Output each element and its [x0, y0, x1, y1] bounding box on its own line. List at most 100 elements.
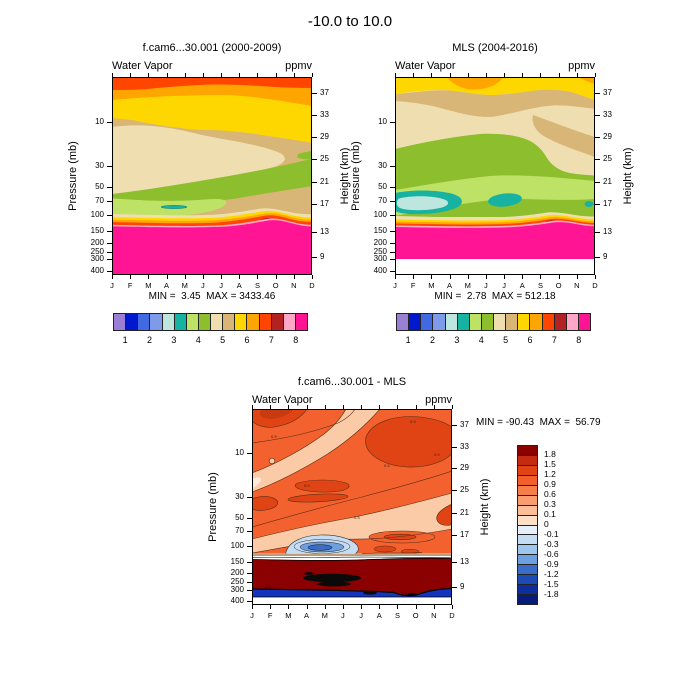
diff-colorbar-tick-label: 0: [544, 519, 549, 529]
cam-month-label: J: [110, 281, 114, 290]
colorbar-tick-label: 6: [527, 335, 533, 345]
diff-colorbar-cell: [518, 545, 537, 556]
diff-colorbar-cell: [518, 475, 537, 486]
mls-pressure-tick-label: 50: [378, 181, 387, 191]
colorbar-cell: [421, 314, 434, 330]
diff-pressure-tick: [247, 497, 252, 499]
cam-bottom-tick: [275, 275, 277, 279]
contour-label: 0.3: [354, 515, 360, 520]
diff-top-tick: [252, 405, 253, 409]
diff-colorbar-tick-label: -0.3: [544, 539, 559, 549]
cam-bottom-tick: [239, 275, 241, 279]
cam-height-tick-label: 9: [320, 252, 325, 261]
mls-month-label: J: [502, 281, 506, 290]
colorbar-cell: [283, 314, 296, 330]
diff-month-label: D: [449, 611, 455, 620]
cam-height-tick: [312, 159, 317, 160]
diff-colorbar-cell: [518, 585, 537, 596]
cam-panel-title: f.cam6...30.001 (2000-2009): [142, 42, 282, 54]
cam-pressure-tick: [107, 242, 112, 244]
mls-pressure-tick-label: 30: [378, 161, 387, 171]
mls-height-tick: [595, 232, 600, 233]
diff-bottom-tick: [379, 605, 381, 609]
mls-top-tick: [395, 73, 396, 77]
contour-label: 0.9: [304, 483, 310, 488]
diff-bottom-tick: [433, 605, 435, 609]
diff-contour-field: 0.9 0.9 0.9 0.9 0.5 0.3 -1.5 -1.5: [252, 409, 452, 605]
mls-contour-plot: [395, 77, 595, 275]
colorbar-cell: [566, 314, 579, 330]
cam-pressure-tick-label: 250: [90, 246, 104, 256]
mls-pressure-tick: [390, 259, 395, 261]
diff-month-label: N: [431, 611, 437, 620]
diff-pressure-tick-label: 30: [235, 492, 244, 502]
cam-colorbar: [113, 313, 308, 331]
colorbar-cell: [138, 314, 151, 330]
diff-pressure-tick-label: 250: [230, 577, 244, 587]
mls-month-label: N: [574, 281, 580, 290]
cam-height-tick: [312, 93, 317, 94]
mls-top-tick: [431, 73, 433, 77]
cam-pressure-tick-label: 70: [95, 195, 104, 205]
mls-bottom-tick: [395, 275, 396, 279]
mls-top-tick: [558, 73, 560, 77]
mls-bottom-tick: [413, 275, 415, 279]
colorbar-cell: [409, 314, 422, 330]
diff-panel-title: f.cam6...30.001 - MLS: [297, 376, 407, 388]
mls-height-tick-label: 37: [603, 88, 612, 97]
mls-top-tick: [504, 73, 506, 77]
cam-month-label: S: [254, 281, 260, 290]
mls-month-label: S: [537, 281, 543, 290]
cam-bottom-tick: [312, 275, 313, 279]
cam-pressure-tick-label: 10: [95, 116, 104, 126]
cam-top-tick: [184, 73, 186, 77]
diff-height-tick-label: 9: [460, 582, 465, 592]
diff-colorbar-tick-label: -1.5: [544, 579, 559, 589]
diff-top-tick: [379, 405, 381, 409]
cam-pressure-tick: [107, 251, 112, 253]
mls-month-label: J: [484, 281, 488, 290]
diff-top-tick: [433, 405, 435, 409]
diff-bottom-tick: [270, 605, 272, 609]
cam-pressure-tick-label: 30: [95, 161, 104, 171]
cam-month-label: M: [181, 281, 188, 290]
page-title: -10.0 to 10.0: [307, 13, 393, 30]
cam-plot-frame: [112, 77, 312, 275]
colorbar-tick-label: 1: [405, 335, 411, 345]
diff-month-label: S: [394, 611, 400, 620]
diff-units-label: ppmv: [425, 394, 452, 406]
mls-pressure-tick-label: 10: [378, 116, 387, 126]
cam-units-label: ppmv: [285, 60, 312, 72]
diff-colorbar-cell: [518, 525, 537, 536]
colorbar-tick-label: 3: [454, 335, 460, 345]
colorbar-cell: [223, 314, 236, 330]
mls-height-tick-label: 21: [603, 177, 612, 186]
diff-colorbar-cell: [518, 555, 537, 566]
diff-pressure-tick-label: 70: [235, 526, 244, 536]
colorbar-tick-label: 7: [551, 335, 557, 345]
cam-height-tick-label: 37: [320, 88, 329, 97]
cam-month-label: A: [164, 281, 170, 290]
cam-pressure-tick: [107, 121, 112, 123]
cam-contour-plot: [112, 77, 312, 275]
cam-top-tick: [202, 73, 204, 77]
diff-bottom-tick: [452, 605, 453, 609]
mls-height-tick-label: 13: [603, 227, 612, 236]
colorbar-cell: [530, 314, 543, 330]
mls-bottom-tick: [485, 275, 487, 279]
diff-bottom-tick: [306, 605, 308, 609]
mls-height-tick: [595, 159, 600, 160]
colorbar-cell: [114, 314, 127, 330]
diff-colorbar-cell: [518, 465, 537, 476]
mls-month-label: M: [464, 281, 471, 290]
diff-height-tick: [452, 512, 457, 514]
diff-bottom-tick: [324, 605, 326, 609]
diff-height-tick: [452, 562, 457, 564]
cam-top-tick: [257, 73, 259, 77]
diff-colorbar-tick-label: -0.9: [544, 559, 559, 569]
diff-pressure-tick-label: 10: [235, 448, 244, 458]
colorbar-cell: [506, 314, 519, 330]
diff-colorbar-tick-label: 0.6: [544, 489, 556, 499]
diff-colorbar-tick-label: -0.1: [544, 529, 559, 539]
